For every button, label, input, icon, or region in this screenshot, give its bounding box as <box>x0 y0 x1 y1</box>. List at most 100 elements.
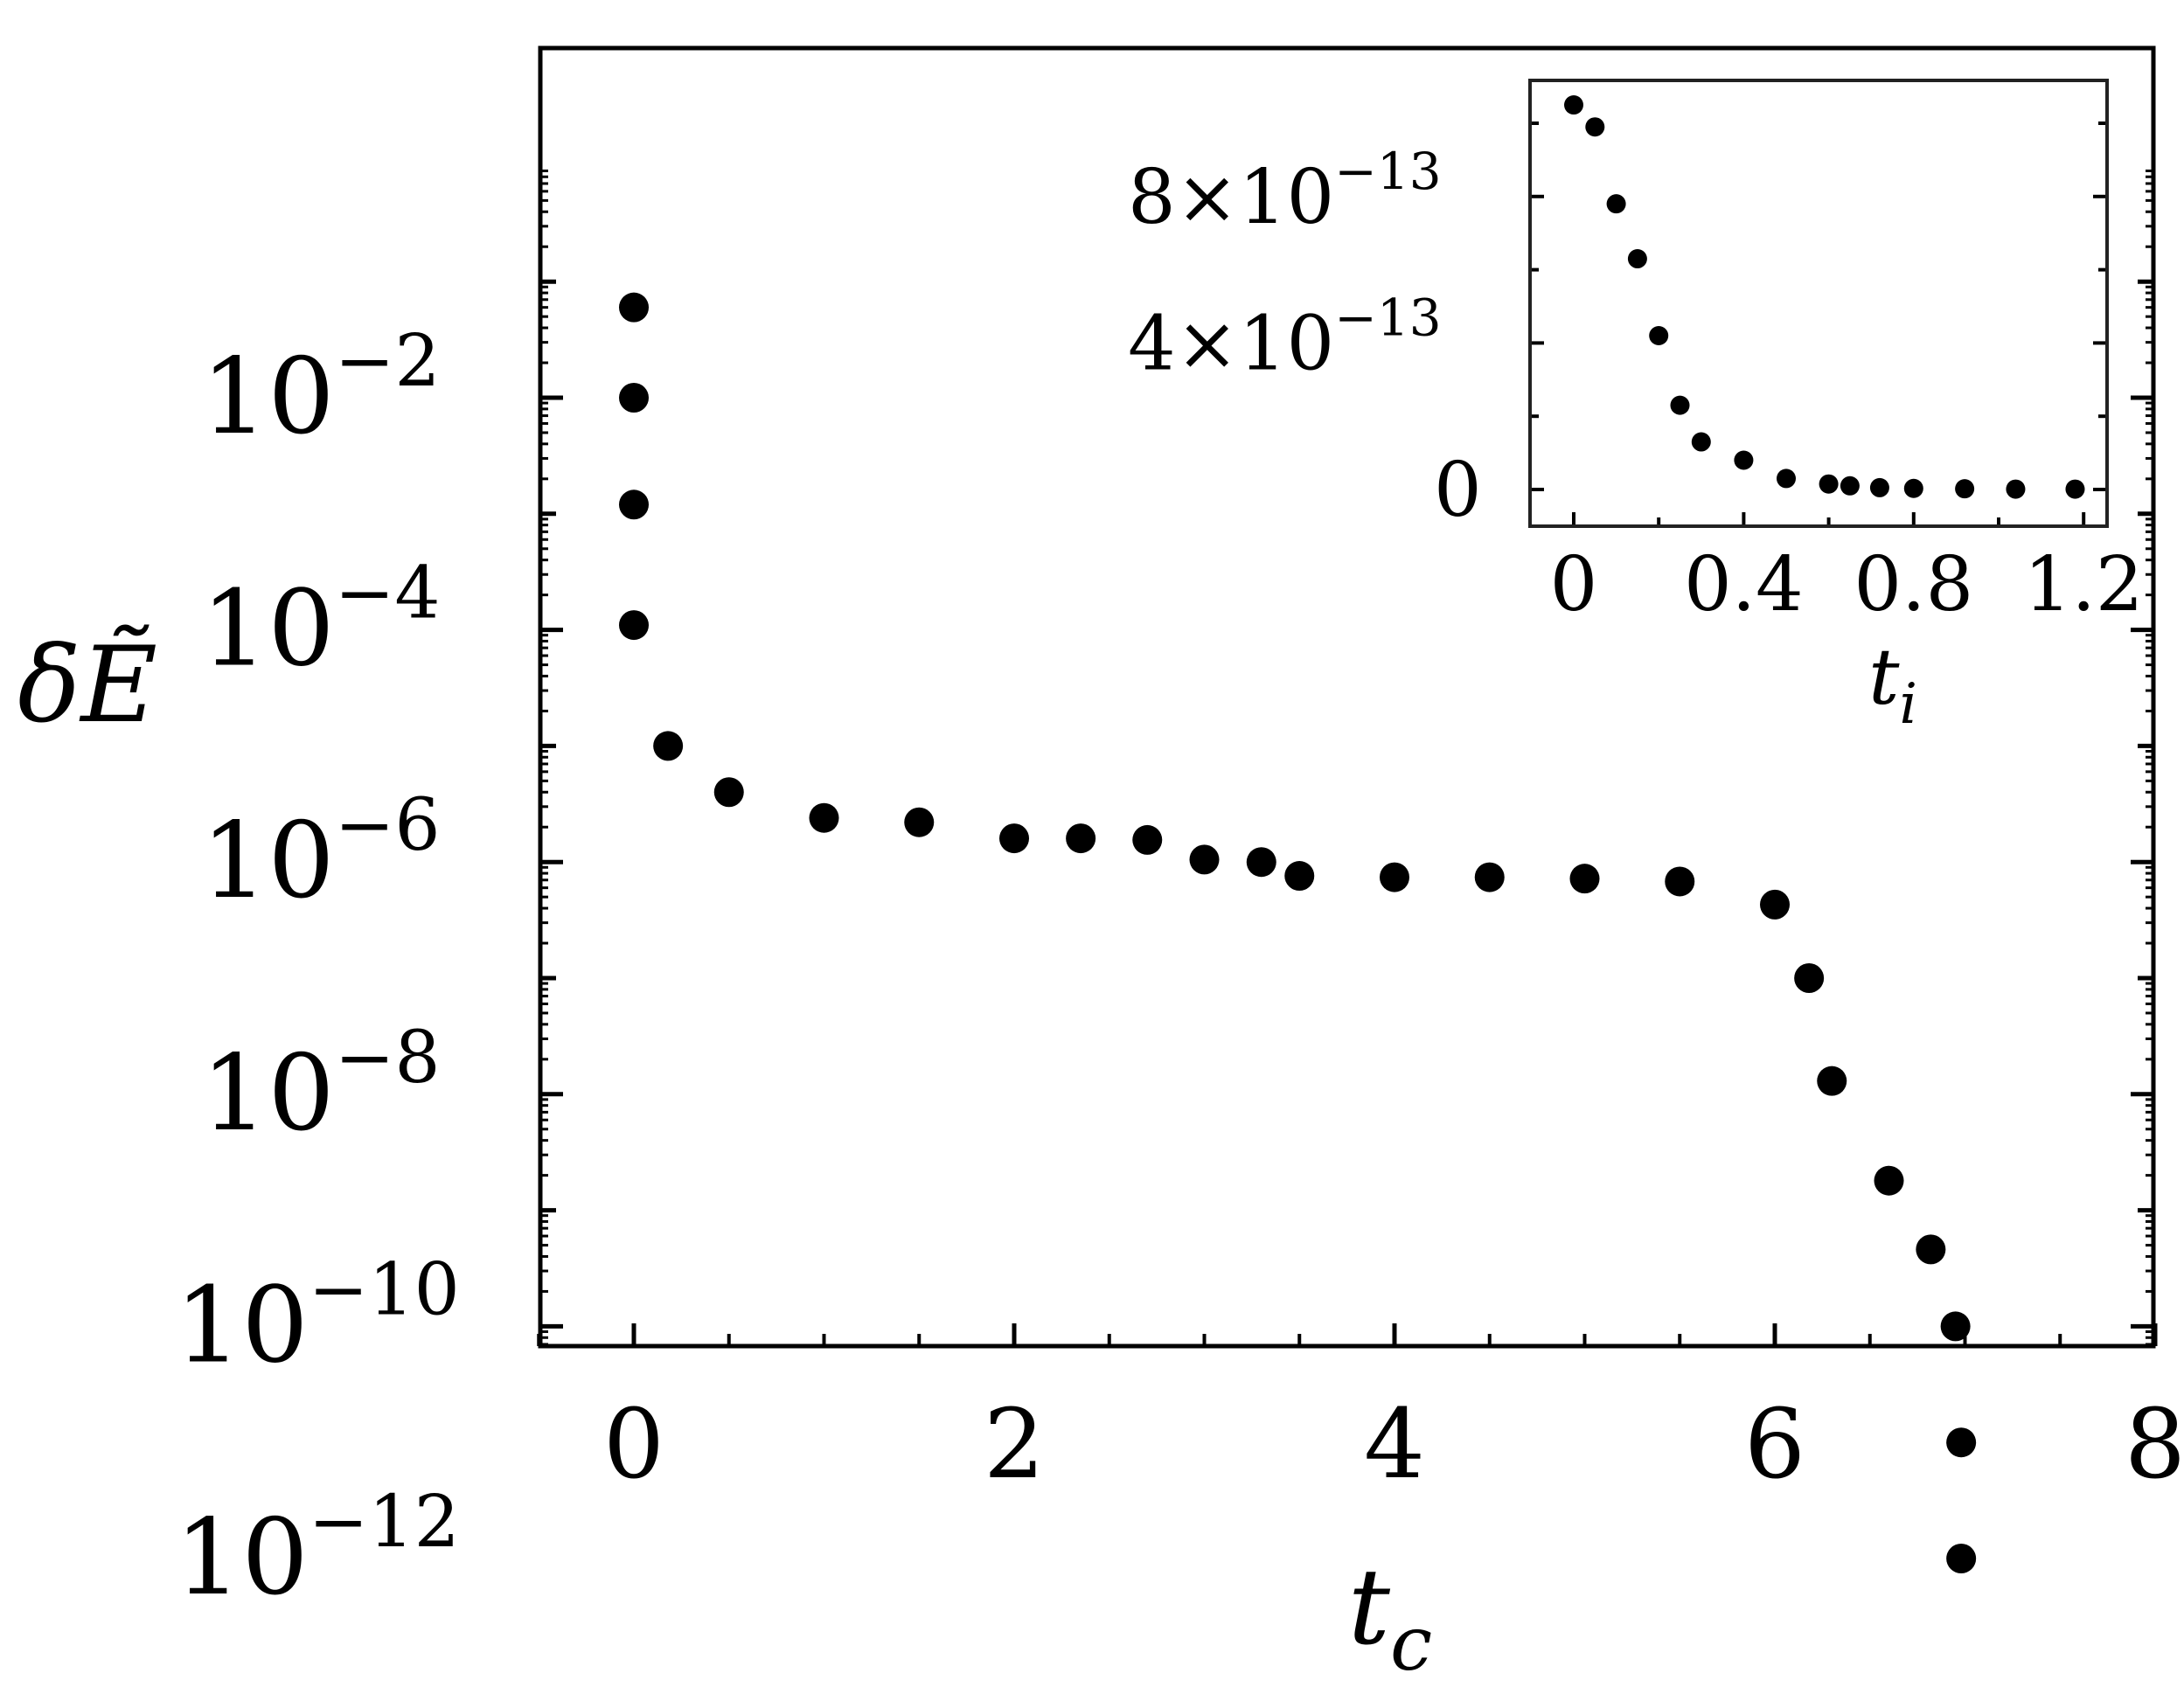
main-x-tick-label-base: 6 <box>1744 1388 1805 1500</box>
main-points <box>619 292 1977 1573</box>
main-x-tick-label: 4 <box>1364 1388 1425 1500</box>
inset-y-tick-label-exponent: −13 <box>1334 142 1441 201</box>
inset-data-point <box>2006 479 2026 499</box>
main-x-tick-label-base: 4 <box>1364 1388 1425 1500</box>
main-data-point <box>619 489 649 520</box>
main-x-tick-label-base: 0 <box>603 1388 664 1500</box>
main-data-point <box>619 610 649 641</box>
inset-y-tick-label: 4×10−13 <box>1128 288 1442 387</box>
inset-data-point <box>1585 117 1605 137</box>
inset-data-point <box>1649 326 1669 346</box>
main-data-point <box>1946 1544 1977 1573</box>
main-y-tick-label: 10−12 <box>175 1481 460 1619</box>
main-data-point <box>1246 847 1276 878</box>
inset-y-tick-labels: 04×10−138×10−13 <box>1128 142 1482 534</box>
main-data-point <box>1794 963 1825 993</box>
inset-data-point <box>1777 469 1796 489</box>
inset-x-tick-label: 0 <box>1550 541 1598 628</box>
inset-x-tick-label-base: 0.8 <box>1854 541 1973 628</box>
main-data-point <box>619 383 649 413</box>
inset-data-point <box>1691 432 1711 452</box>
main-y-tick-label: 10−10 <box>175 1248 460 1386</box>
inset-data-point <box>1606 194 1626 214</box>
main-y-tick-label-base: 10 <box>201 801 335 922</box>
main-data-point <box>653 731 684 761</box>
inset-data-point <box>1903 478 1923 498</box>
inset-x-tick-label-base: 0.4 <box>1684 541 1804 628</box>
main-x-tick-label: 2 <box>984 1388 1045 1500</box>
inset-background <box>1528 79 2107 529</box>
main-x-tick-label: 0 <box>603 1388 664 1500</box>
main-x-axis-label-subscript: c <box>1390 1600 1432 1687</box>
main-y-tick-label-base: 10 <box>175 1265 309 1386</box>
main-data-point <box>1946 1427 1977 1458</box>
main-x-tick-label: 8 <box>2125 1388 2184 1500</box>
main-data-point <box>1474 862 1505 892</box>
inset-data-point <box>1955 479 1975 499</box>
inset-x-tick-label-base: 1.2 <box>2024 541 2144 628</box>
main-data-point <box>1132 824 1163 855</box>
inset-data-point <box>1869 477 1889 497</box>
main-y-tick-label-base: 10 <box>201 1033 335 1155</box>
main-data-point <box>1189 844 1220 875</box>
main-y-tick-label-exponent: −8 <box>335 1017 441 1100</box>
inset-x-tick-label: 0.8 <box>1854 541 1973 628</box>
inset-y-tick-label-base: 4×10 <box>1128 300 1334 387</box>
main-data-point <box>1916 1234 1946 1265</box>
main-plot-frame <box>538 45 2156 1349</box>
inset-y-tick-label: 0 <box>1434 447 1482 534</box>
main-data-point <box>619 292 649 323</box>
main-x-tick-label-base: 8 <box>2125 1388 2184 1500</box>
inset-data-point <box>1564 95 1583 115</box>
main-data-point <box>1066 823 1096 854</box>
main-y-tick-label: 10−6 <box>201 784 441 922</box>
main-y-axis-label: δẼ <box>17 624 157 746</box>
inset-data-point <box>2065 479 2085 499</box>
inset-chart: 0 0.4 0.8 1.2 04×10−138×10−13 ti <box>1128 79 2144 737</box>
main-x-tick-label: 6 <box>1744 1388 1805 1500</box>
main-y-tick-label-exponent: −12 <box>309 1481 460 1564</box>
main-x-tick-label-base: 2 <box>984 1388 1045 1500</box>
inset-y-tick-label-exponent: −13 <box>1334 288 1441 347</box>
inset-data-point <box>1840 476 1860 496</box>
main-y-tick-label-base: 10 <box>175 1497 309 1619</box>
inset-points <box>1564 95 2085 499</box>
inset-y-tick-label-base: 0 <box>1434 447 1482 534</box>
main-data-point <box>1284 861 1315 892</box>
main-data-point <box>999 823 1029 854</box>
main-y-tick-label-exponent: −6 <box>335 784 441 867</box>
main-data-point <box>1874 1165 1904 1196</box>
main-y-tick-label: 10−8 <box>201 1017 441 1155</box>
inset-y-tick-label: 8×10−13 <box>1128 142 1442 241</box>
inset-data-point <box>1734 450 1754 470</box>
main-data-point <box>1760 889 1790 920</box>
main-y-tick-label-base: 10 <box>201 337 335 458</box>
main-data-point <box>1817 1066 1847 1096</box>
inset-x-tick-labels: 0 0.4 0.8 1.2 <box>1550 541 2144 628</box>
main-x-axis-label: tc <box>1348 1547 1432 1687</box>
inset-x-axis-label-subscript: i <box>1899 672 1916 737</box>
inset-plot-frame <box>1528 79 2109 528</box>
main-data-point <box>1380 862 1409 892</box>
inset-x-tick-label: 0.4 <box>1684 541 1804 628</box>
main-data-point <box>1940 1311 1971 1342</box>
main-y-tick-label: 10−4 <box>201 552 441 691</box>
main-data-point <box>904 807 935 837</box>
inset-x-tick-label-base: 0 <box>1550 541 1598 628</box>
main-data-point <box>809 802 839 833</box>
inset-x-axis-label-base: t <box>1868 632 1900 722</box>
inset-y-tick-label-base: 8×10 <box>1128 154 1334 241</box>
inset-x-tick-label: 1.2 <box>2024 541 2144 628</box>
main-x-tick-labels: 0 2 4 6 8 <box>603 1388 2184 1500</box>
inset-data-point <box>1670 395 1690 415</box>
main-data-point <box>1569 864 1600 894</box>
main-y-tick-label-exponent: −4 <box>335 552 441 635</box>
main-y-tick-label-base: 10 <box>201 569 335 691</box>
inset-x-axis-label: ti <box>1868 632 1917 737</box>
inset-data-point <box>1627 249 1647 269</box>
main-y-tick-label-exponent: −10 <box>309 1248 460 1331</box>
main-y-tick-label-exponent: −2 <box>335 320 441 403</box>
